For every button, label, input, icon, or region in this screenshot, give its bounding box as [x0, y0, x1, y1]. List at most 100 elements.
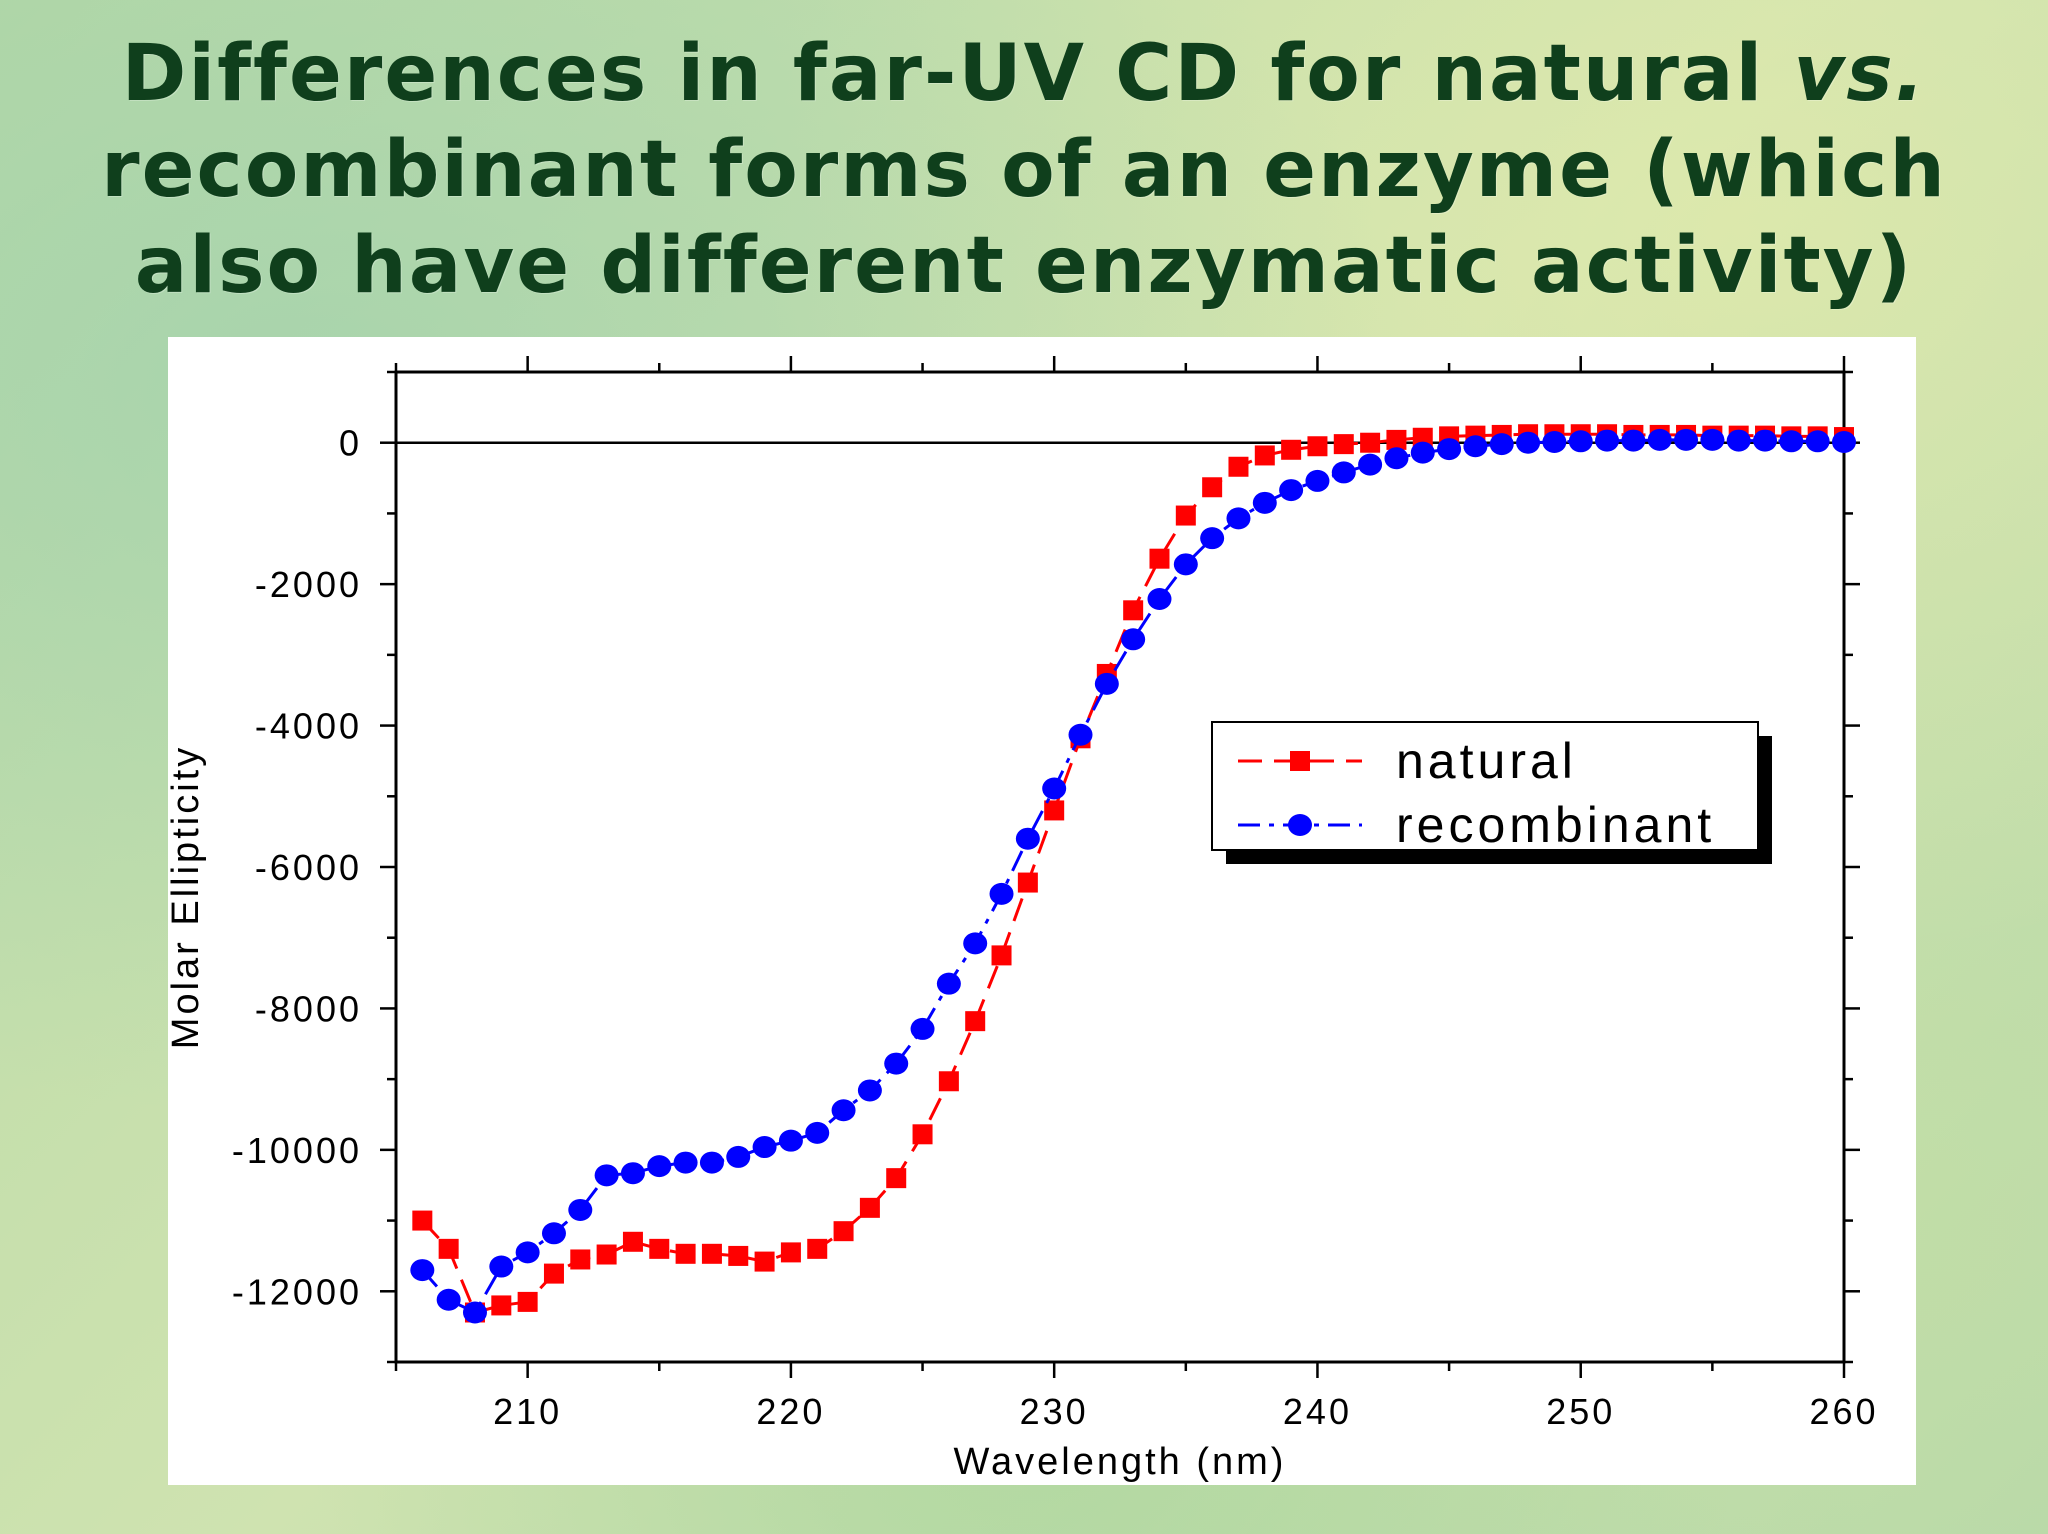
- data-point-recombinant: [1200, 527, 1225, 550]
- title-line-3: also have different enzymatic activity): [134, 221, 1914, 311]
- legend: natural recombinant: [1211, 721, 1772, 864]
- data-point-recombinant: [1305, 469, 1330, 492]
- data-point-recombinant: [910, 1017, 935, 1040]
- data-point-recombinant: [1832, 431, 1856, 454]
- data-point-natural: [491, 1295, 512, 1316]
- data-point-recombinant: [673, 1151, 698, 1174]
- data-point-natural: [938, 1071, 959, 1092]
- slide-title: Differences in far-UV CD for natural vs.…: [0, 26, 2048, 314]
- y-tick-label: -10000: [232, 1130, 362, 1171]
- data-point-recombinant: [1147, 587, 1172, 610]
- data-point-recombinant: [1753, 429, 1778, 452]
- data-point-recombinant: [778, 1129, 803, 1152]
- data-point-recombinant: [541, 1222, 566, 1245]
- x-tick-label: 260: [1809, 1391, 1878, 1432]
- data-point-recombinant: [594, 1164, 619, 1187]
- data-point-recombinant: [1595, 429, 1620, 452]
- data-point-recombinant: [436, 1288, 461, 1311]
- data-point-recombinant: [752, 1136, 777, 1159]
- data-point-natural: [728, 1245, 749, 1266]
- chart-panel: 210 220 230 240 250 260 0 -2000 -4000 -6000 -8000 -…: [168, 337, 1916, 1485]
- data-point-natural: [622, 1231, 643, 1252]
- data-point-recombinant: [410, 1259, 435, 1282]
- y-tick-label: -4000: [255, 706, 362, 747]
- data-point-recombinant: [1463, 435, 1488, 458]
- x-tick-label: 250: [1546, 1391, 1615, 1432]
- data-point-recombinant: [1674, 428, 1699, 451]
- data-point-recombinant: [831, 1099, 856, 1122]
- data-point-recombinant: [1700, 428, 1725, 451]
- data-point-recombinant: [620, 1162, 645, 1185]
- data-point-recombinant: [1621, 429, 1646, 452]
- data-point-natural: [1175, 505, 1196, 526]
- data-point-natural: [965, 1011, 986, 1032]
- title-vs: vs.: [1793, 29, 1927, 119]
- data-point-recombinant: [489, 1255, 514, 1278]
- data-point-recombinant: [1226, 507, 1251, 530]
- data-point-natural: [886, 1168, 907, 1189]
- data-point-recombinant: [568, 1198, 593, 1221]
- data-point-recombinant: [884, 1052, 909, 1075]
- y-tick-label: -2000: [255, 564, 362, 605]
- data-point-natural: [1386, 429, 1407, 450]
- data-point-recombinant: [1805, 430, 1830, 453]
- data-point-natural: [701, 1243, 722, 1264]
- data-point-recombinant: [857, 1079, 882, 1102]
- data-point-natural: [649, 1238, 670, 1259]
- x-tick-label: 210: [493, 1391, 562, 1432]
- data-point-recombinant: [1647, 428, 1672, 451]
- y-tick-label: -6000: [255, 847, 362, 888]
- data-point-natural: [1307, 436, 1328, 457]
- series-natural: [412, 424, 1854, 1323]
- data-point-recombinant: [1094, 672, 1119, 695]
- cd-chart: 210 220 230 240 250 260 0 -2000 -4000 -6000 -8000 -…: [168, 356, 1878, 1483]
- data-point-recombinant: [462, 1301, 487, 1324]
- data-point-natural: [517, 1291, 538, 1312]
- data-point-natural: [780, 1242, 801, 1263]
- data-point-recombinant: [1121, 628, 1146, 651]
- data-point-recombinant: [1358, 453, 1383, 476]
- x-tick-label: 240: [1283, 1391, 1352, 1432]
- legend-label-recombinant: recombinant: [1396, 797, 1715, 853]
- data-point-recombinant: [1068, 723, 1093, 746]
- legend-label-natural: natural: [1396, 733, 1577, 789]
- data-point-recombinant: [699, 1151, 724, 1174]
- data-point-natural: [1228, 456, 1249, 477]
- data-point-natural: [1281, 439, 1302, 460]
- data-point-recombinant: [936, 972, 961, 995]
- data-point-natural: [807, 1238, 828, 1259]
- data-point-natural: [912, 1124, 933, 1145]
- data-point-recombinant: [1542, 431, 1567, 454]
- data-point-natural: [412, 1210, 433, 1231]
- data-point-recombinant: [1516, 431, 1541, 454]
- data-point-recombinant: [1410, 441, 1435, 464]
- data-point-recombinant: [1489, 433, 1514, 456]
- data-point-natural: [596, 1244, 617, 1265]
- data-point-recombinant: [805, 1121, 830, 1144]
- data-point-natural: [1044, 800, 1065, 821]
- data-point-natural: [833, 1221, 854, 1242]
- data-point-recombinant: [1384, 447, 1409, 470]
- data-point-natural: [754, 1251, 775, 1272]
- data-point-natural: [1017, 872, 1038, 893]
- data-point-recombinant: [989, 882, 1014, 905]
- data-point-recombinant: [1568, 430, 1593, 453]
- legend-marker-recombinant: [1288, 814, 1312, 836]
- data-point-recombinant: [1279, 479, 1304, 502]
- data-point-recombinant: [515, 1241, 540, 1264]
- data-point-natural: [1149, 548, 1170, 569]
- data-point-recombinant: [647, 1155, 672, 1178]
- data-point-recombinant: [963, 932, 988, 955]
- y-axis-title: Molar Ellipticity: [168, 745, 207, 1049]
- data-point-recombinant: [1015, 827, 1040, 850]
- title-line-1-text: Differences in far-UV CD for natural: [121, 29, 1794, 119]
- data-point-natural: [1202, 477, 1223, 498]
- y-tick-label: 0: [339, 423, 362, 464]
- data-point-recombinant: [1252, 491, 1277, 514]
- x-axis-title: Wavelength (nm): [954, 1441, 1287, 1483]
- data-point-natural: [1333, 434, 1354, 455]
- legend-marker-natural: [1290, 751, 1310, 771]
- data-point-recombinant: [1437, 438, 1462, 461]
- series-recombinant: [410, 428, 1856, 1324]
- plot-frame: [394, 370, 1846, 1364]
